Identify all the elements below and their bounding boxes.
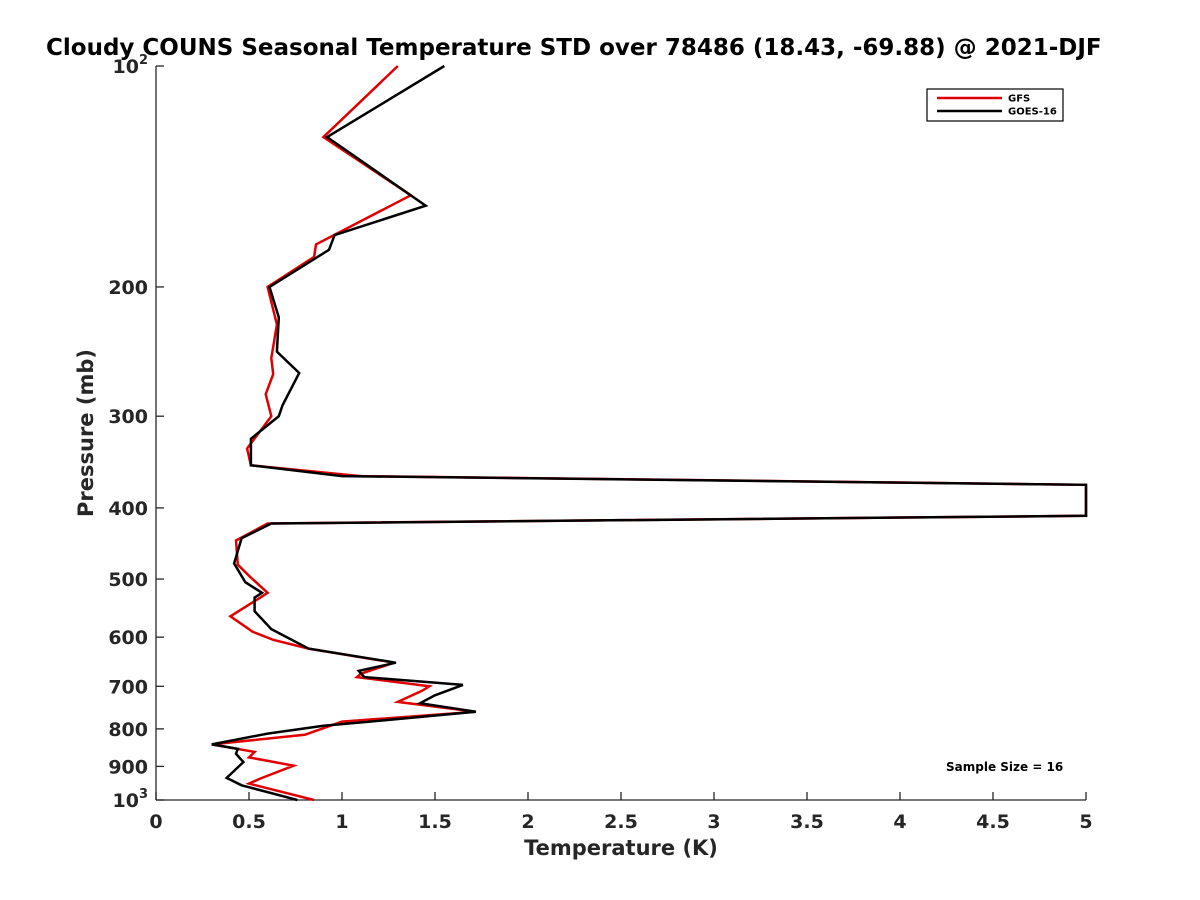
y-tick-label: 300: [108, 406, 148, 428]
series-layer: [211, 64, 1088, 802]
x-tick-label: 3.5: [790, 811, 824, 833]
series-line-goes16: [211, 64, 1088, 802]
x-tick-label: 2.5: [604, 811, 638, 833]
x-tick-label: 5: [1079, 811, 1092, 833]
x-tick-label: 4.5: [976, 811, 1010, 833]
sample-size-annotation: Sample Size = 16: [946, 760, 1063, 774]
legend-label-goes16: GOES-16: [1008, 107, 1057, 118]
x-tick-label: 0.5: [232, 811, 266, 833]
x-axis-ticks: 0 0.5 1 1.5 2 2.5 3 3.5 4 4.5 5: [149, 792, 1093, 833]
x-tick-label: 3: [707, 811, 720, 833]
y-tick-label: 103: [113, 787, 149, 812]
axes: [155, 66, 1086, 801]
chart-title: Cloudy COUNS Seasonal Temperature STD ov…: [46, 35, 1102, 61]
y-axis-label: Pressure (mb): [74, 349, 98, 517]
legend: GFS GOES-16: [926, 88, 1064, 122]
y-tick-label: 600: [108, 627, 148, 649]
y-tick-label: 700: [108, 676, 148, 698]
x-tick-label: 4: [893, 811, 906, 833]
x-tick-label: 2: [521, 811, 534, 833]
x-axis-label: Temperature (K): [524, 836, 718, 860]
y-tick-label: 400: [108, 498, 148, 520]
x-tick-label: 1: [335, 811, 348, 833]
y-axis-ticks: 102 200 300 400 500 600 700 800 900 103: [108, 53, 164, 812]
legend-box: [926, 88, 1064, 122]
x-tick-label: 1.5: [418, 811, 452, 833]
x-tick-label: 0: [149, 811, 162, 833]
series-line-gfs: [211, 65, 1088, 802]
y-tick-label: 200: [108, 277, 148, 299]
y-tick-label: 800: [108, 719, 148, 741]
y-tick-label: 900: [108, 756, 148, 778]
legend-label-gfs: GFS: [1008, 94, 1030, 105]
y-tick-label: 500: [108, 569, 148, 591]
y-tick-label: 102: [113, 53, 149, 78]
